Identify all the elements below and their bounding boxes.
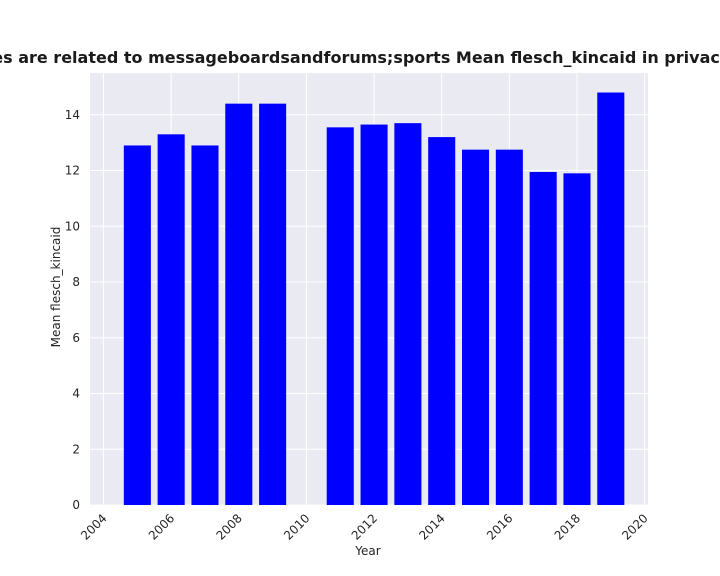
x-tick-label: 2020	[619, 511, 650, 542]
y-tick-label: 6	[72, 331, 80, 345]
x-tick-label: 2004	[78, 511, 109, 542]
x-tick-label: 2016	[484, 511, 515, 542]
bar-2018	[563, 173, 591, 505]
bar-2019	[597, 92, 625, 505]
bar-2014	[428, 137, 456, 506]
y-tick-label: 10	[65, 219, 80, 233]
bar-2015	[462, 149, 490, 506]
x-tick-label: 2006	[146, 511, 177, 542]
y-tick-label: 14	[65, 108, 80, 122]
chart-title: Categories are related to messageboardsa…	[0, 48, 720, 67]
bar-2017	[529, 171, 557, 505]
x-tick-label: 2008	[213, 511, 244, 542]
bar-2011	[326, 127, 354, 505]
bar-2016	[495, 149, 523, 506]
x-tick-label: 2014	[416, 511, 447, 542]
x-tick-label: 2010	[281, 511, 312, 542]
y-tick-label: 12	[65, 164, 80, 178]
x-tick-label: 2012	[349, 511, 380, 542]
y-tick-label: 0	[72, 498, 80, 512]
x-tick-labels: 2004 2006 2008 2010 2012 2014 2016 2018 2020	[78, 511, 651, 542]
y-tick-label: 8	[72, 275, 80, 289]
bar-2005	[123, 145, 151, 505]
bar-2008	[225, 103, 253, 505]
bar-2007	[191, 145, 219, 505]
bar-2006	[157, 134, 185, 505]
y-axis-label: Mean flesch_kincaid	[49, 227, 63, 348]
y-tick-labels: 0 2 4 6 8 10 12 14	[65, 108, 80, 512]
x-axis-label: Year	[354, 544, 380, 558]
x-tick-label: 2018	[552, 511, 583, 542]
bars	[123, 92, 625, 506]
y-tick-label: 2	[72, 442, 80, 456]
bar-2013	[394, 123, 422, 506]
bar-2009	[259, 103, 287, 505]
bar-2012	[360, 124, 388, 506]
y-tick-label: 4	[72, 387, 80, 401]
